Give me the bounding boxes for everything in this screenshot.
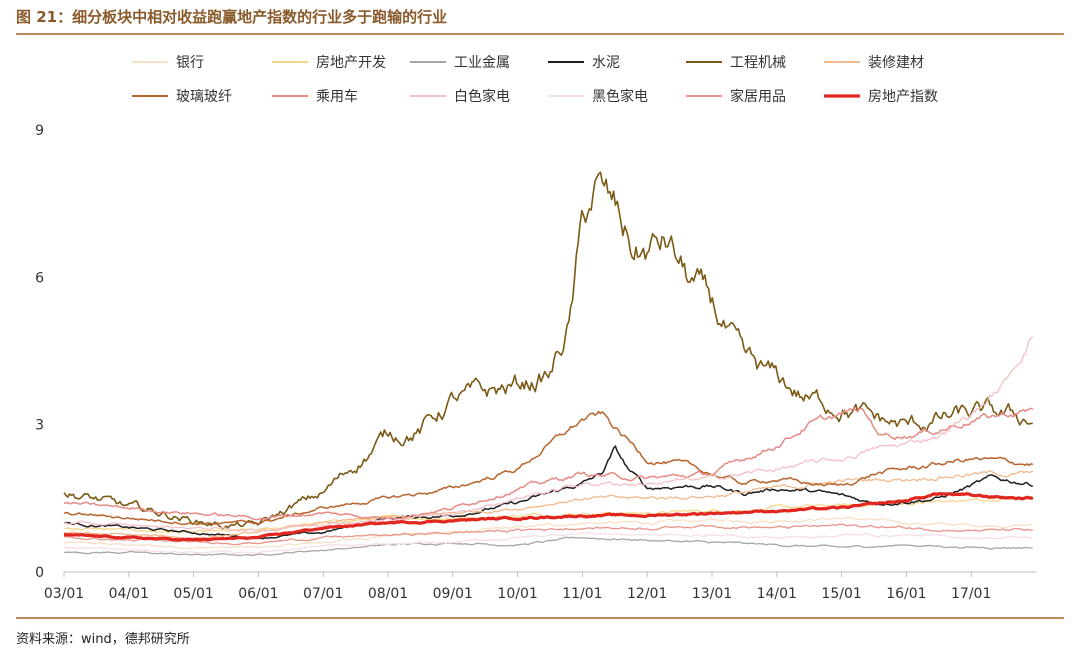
- x-tick-label: 04/01: [109, 586, 149, 602]
- x-tick-label: 14/01: [757, 586, 797, 602]
- legend-label: 家居用品: [730, 88, 786, 105]
- legend-label: 白色家电: [454, 88, 510, 105]
- y-tick-label: 0: [35, 565, 44, 581]
- x-tick-label: 03/01: [44, 586, 84, 602]
- x-tick-label: 13/01: [692, 586, 732, 602]
- series-line: [63, 407, 1034, 521]
- x-tick-label: 06/01: [238, 586, 278, 602]
- series-line: [63, 171, 1033, 530]
- series-line: [63, 336, 1034, 532]
- legend-label: 房地产开发: [316, 55, 386, 71]
- x-tick-label: 08/01: [368, 586, 408, 602]
- x-tick-label: 05/01: [173, 586, 213, 602]
- series-line: [63, 516, 1033, 550]
- x-tick-label: 12/01: [627, 586, 667, 602]
- source-note: 资料来源：wind，德邦研究所: [16, 632, 190, 647]
- x-tick-label: 11/01: [562, 586, 602, 602]
- y-tick-label: 9: [35, 123, 44, 139]
- x-tick-label: 09/01: [433, 586, 473, 602]
- series-line: [63, 536, 1033, 557]
- legend-label: 乘用车: [316, 88, 358, 105]
- series-line: [63, 470, 1034, 539]
- legend-label: 工程机械: [730, 55, 786, 71]
- series-line: [63, 410, 1033, 526]
- legend-label: 银行: [176, 55, 204, 71]
- y-tick-label: 6: [35, 270, 44, 286]
- legend-label: 玻璃玻纤: [176, 88, 232, 105]
- plot-area: [63, 171, 1034, 557]
- y-tick-label: 3: [35, 418, 44, 434]
- top-rule: [16, 33, 1064, 35]
- x-tick-label: 10/01: [497, 586, 537, 602]
- figure-title: 图 21：细分板块中相对收益跑赢地产指数的行业多于跑输的行业: [16, 8, 448, 26]
- series-line: [63, 523, 1033, 546]
- x-tick-label: 16/01: [886, 586, 926, 602]
- series-line: [63, 531, 1033, 555]
- chart-axes: 0 3 6 9 03/01 04/01 05/01 06/01 07/01 08/01 09/01 1…: [35, 123, 1036, 602]
- legend-label: 装修建材: [868, 55, 924, 71]
- bottom-rule: [16, 617, 1064, 619]
- series-line: [63, 492, 1034, 542]
- legend-label: 黑色家电: [592, 88, 648, 105]
- x-tick-label: 07/01: [303, 586, 343, 602]
- legend-label: 工业金属: [454, 55, 510, 71]
- x-tick-label: 17/01: [951, 586, 991, 602]
- legend-label: 水泥: [592, 55, 620, 71]
- legend-label: 房地产指数: [868, 89, 938, 105]
- x-tick-label: 15/01: [821, 586, 861, 602]
